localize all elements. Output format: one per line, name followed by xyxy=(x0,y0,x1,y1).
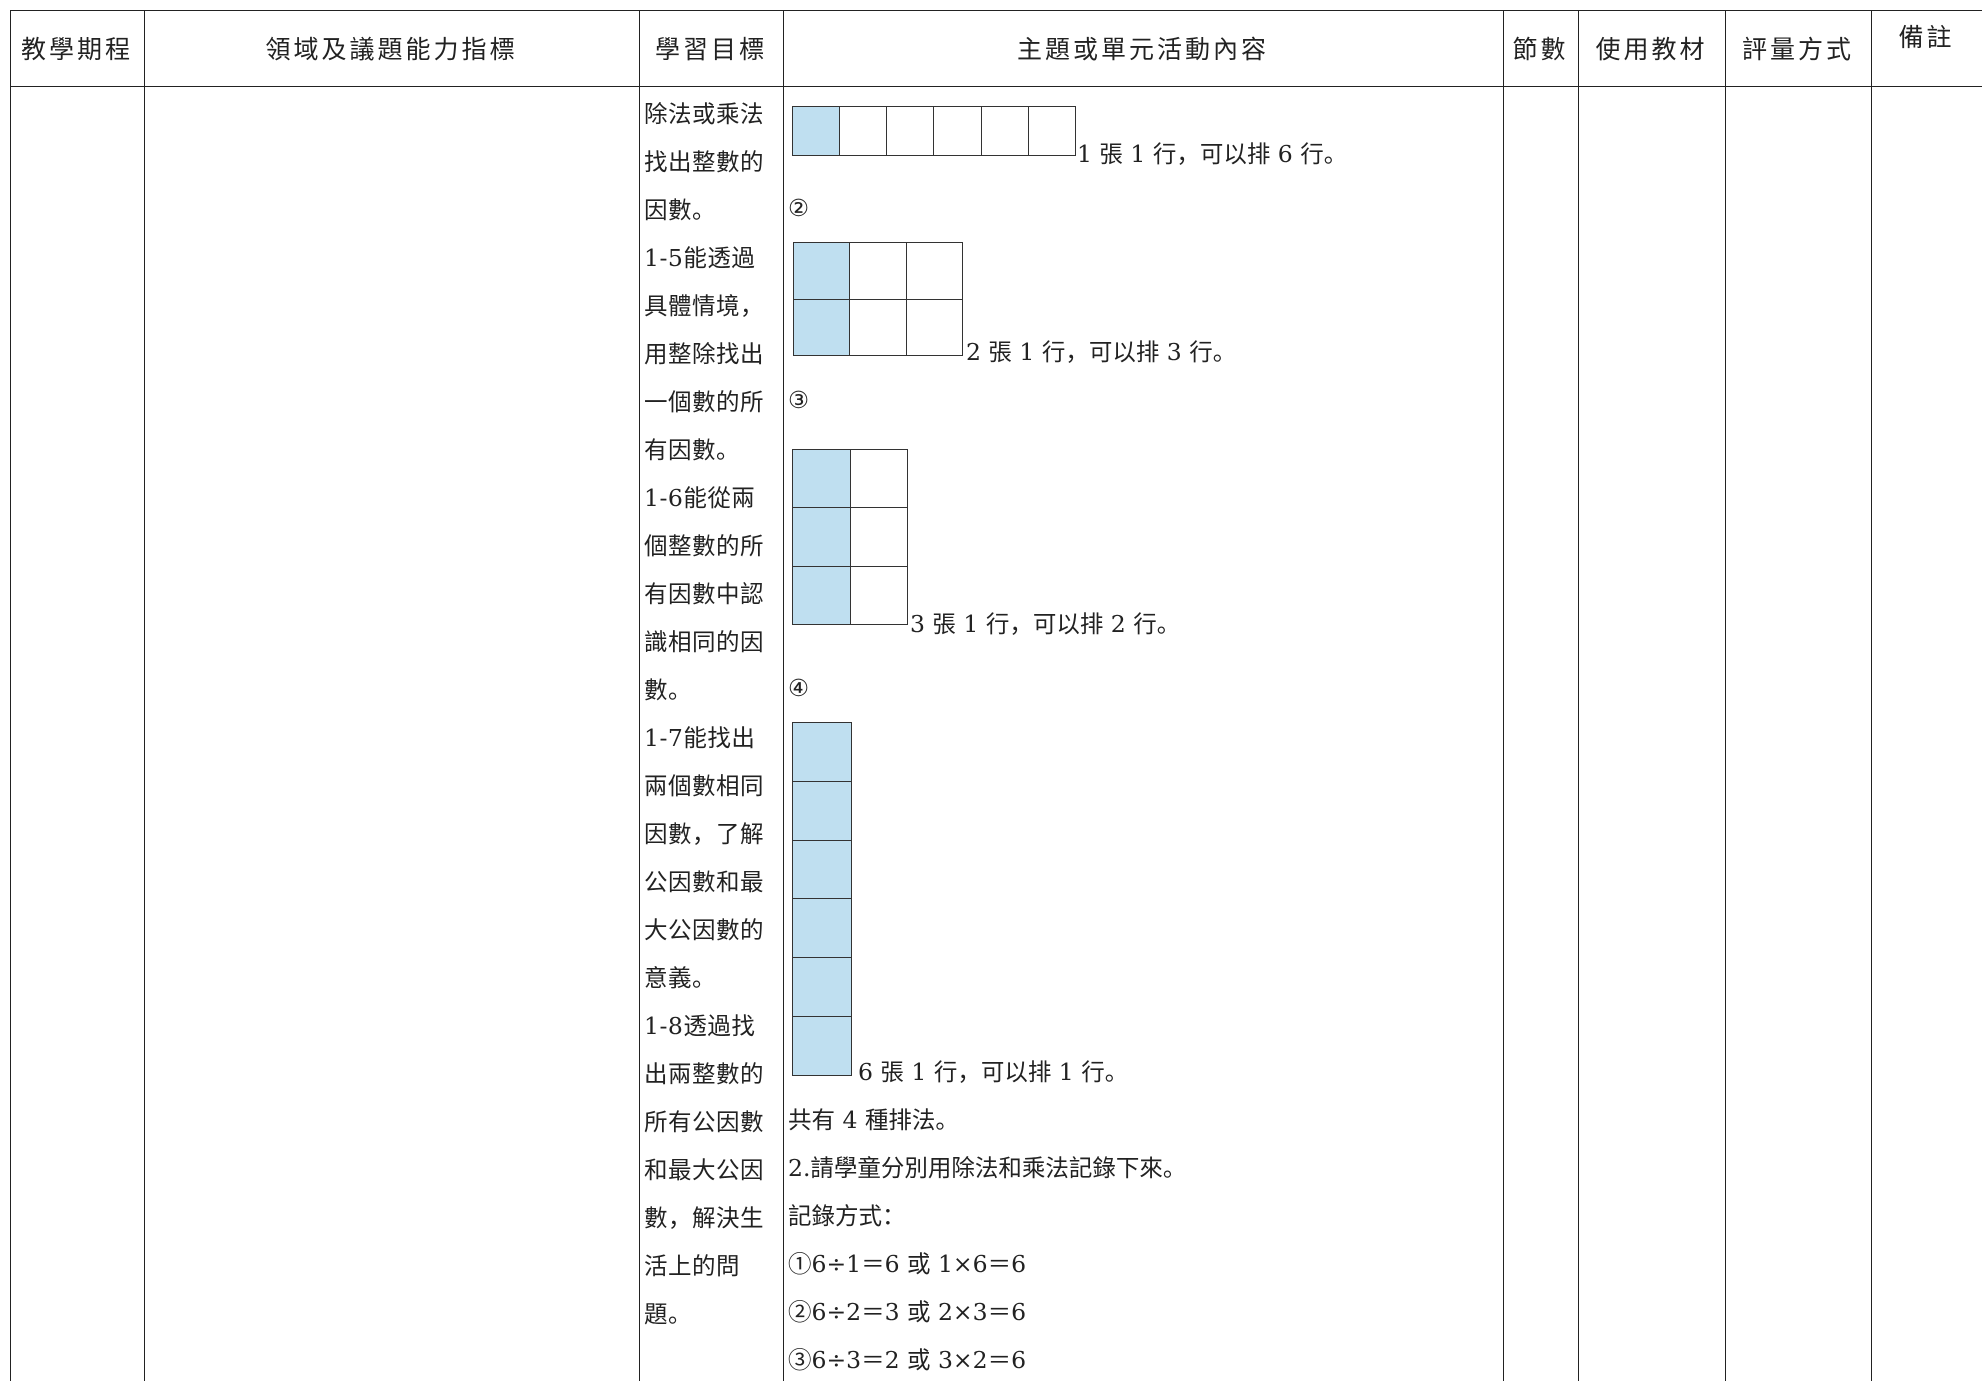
objective-line: 數。 xyxy=(644,676,692,704)
column-divider xyxy=(639,10,640,1381)
objective-line: 和最大公因 xyxy=(644,1156,764,1184)
table-border-left xyxy=(10,10,11,1381)
objective-line: 有因數。 xyxy=(644,436,740,464)
record-equation: ②6÷2＝3 或 2×3＝6 xyxy=(788,1298,1027,1326)
header-materials: 使用教材 xyxy=(1595,35,1708,64)
column-divider xyxy=(1871,10,1872,1381)
objective-line: 有因數中認 xyxy=(644,580,764,608)
arrangement-marker: ② xyxy=(788,194,810,222)
objective-line: 所有公因數 xyxy=(644,1108,764,1136)
activity-step-2: 2.請學童分別用除法和乘法記錄下來。 xyxy=(788,1154,1187,1182)
arrangement-summary: 共有 4 種排法。 xyxy=(788,1106,959,1134)
objective-line: 1-6能從兩 xyxy=(644,484,756,512)
objective-line: 除法或乘法 xyxy=(644,100,764,128)
header-sessions: 節數 xyxy=(1512,35,1569,64)
header-objectives: 學習目標 xyxy=(654,35,767,64)
learning-objectives-text: 除法或乘法找出整數的因數。 1-5能透過 具體情境， 用整除找出一個數的所有因數。 1-… xyxy=(644,90,784,1338)
header-activity: 主題或單元活動內容 xyxy=(1016,35,1269,64)
objective-line: 數，解決生 xyxy=(644,1204,764,1232)
tile-arrangement-grid xyxy=(791,106,1077,156)
column-divider xyxy=(144,10,145,1381)
objective-line: 因數，了解 xyxy=(644,820,764,848)
table-border-top xyxy=(10,10,1982,11)
column-divider xyxy=(1503,10,1504,1381)
objective-line: 用整除找出 xyxy=(644,340,764,368)
arrangement-marker: ④ xyxy=(788,674,810,702)
record-equation: ①6÷1＝6 或 1×6＝6 xyxy=(788,1250,1027,1278)
header-indicators: 領域及議題能力指標 xyxy=(265,35,518,64)
column-divider xyxy=(783,10,784,1381)
record-method-label: 記錄方式： xyxy=(788,1202,906,1230)
header-row-divider xyxy=(10,86,1982,87)
record-equation: ③6÷3＝2 或 3×2＝6 xyxy=(788,1346,1027,1374)
column-divider xyxy=(1725,10,1726,1381)
objective-line: 意義。 xyxy=(644,964,716,992)
objective-line: 個整數的所 xyxy=(644,532,764,560)
objective-line: 活上的問 xyxy=(644,1252,740,1280)
objective-line: 1-8透過找 xyxy=(644,1012,756,1040)
objective-line: 1-5能透過 xyxy=(644,244,756,272)
header-period: 教學期程 xyxy=(20,35,133,64)
objective-line: 公因數和最 xyxy=(644,868,764,896)
column-divider xyxy=(1578,10,1579,1381)
objective-line: 識相同的因 xyxy=(644,628,764,656)
objective-line: 大公因數的 xyxy=(644,916,764,944)
objective-line: 找出整數的 xyxy=(644,148,764,176)
objective-line: 題。 xyxy=(644,1300,692,1328)
objective-line: 一個數的所 xyxy=(644,388,764,416)
header-notes: 備註 xyxy=(1898,23,1955,52)
arrangement-caption: 1 張 1 行，可以排 6 行。 xyxy=(1077,140,1348,168)
objective-line: 兩個數相同 xyxy=(644,772,764,800)
objective-line: 出兩整數的 xyxy=(644,1060,764,1088)
tile-arrangement-grid xyxy=(792,448,908,626)
objective-line: 因數。 xyxy=(644,196,716,224)
objective-line: 具體情境， xyxy=(644,292,764,320)
arrangement-marker: ③ xyxy=(788,386,810,414)
arrangement-caption: 6 張 1 行，可以排 1 行。 xyxy=(858,1058,1129,1086)
arrangement-caption: 3 張 1 行，可以排 2 行。 xyxy=(910,610,1181,638)
objective-line: 1-7能找出 xyxy=(644,724,756,752)
header-assessment: 評量方式 xyxy=(1741,35,1854,64)
tile-arrangement-grid xyxy=(792,242,964,356)
arrangement-caption: 2 張 1 行，可以排 3 行。 xyxy=(966,338,1237,366)
tile-arrangement-grid xyxy=(792,722,852,1076)
